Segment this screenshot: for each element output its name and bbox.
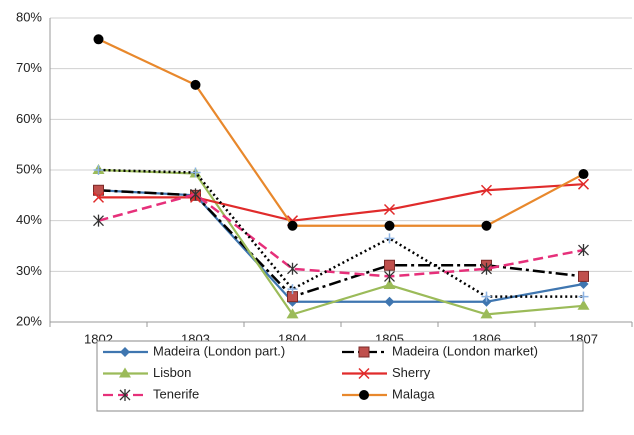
legend-label: Malaga bbox=[392, 386, 435, 401]
series-line bbox=[98, 189, 584, 303]
marker bbox=[384, 296, 395, 307]
legend-box bbox=[96, 340, 584, 412]
legend-label: Madeira (London part.) bbox=[153, 343, 285, 358]
series-line bbox=[98, 183, 584, 222]
marker bbox=[119, 367, 131, 378]
marker bbox=[480, 184, 493, 196]
marker bbox=[577, 299, 590, 310]
y-tick-label: 70% bbox=[16, 60, 42, 75]
marker bbox=[578, 244, 589, 257]
y-tick-label: 20% bbox=[16, 313, 42, 328]
marker bbox=[93, 214, 104, 227]
series-line bbox=[98, 192, 584, 278]
marker bbox=[93, 184, 104, 196]
marker bbox=[119, 389, 131, 401]
marker bbox=[190, 167, 201, 178]
legend-label: Tenerife bbox=[153, 386, 199, 401]
series-line bbox=[98, 189, 584, 299]
y-tick-label: 80% bbox=[16, 9, 42, 24]
marker bbox=[287, 220, 298, 231]
marker bbox=[190, 79, 201, 90]
marker bbox=[358, 346, 370, 358]
marker bbox=[480, 308, 493, 319]
marker bbox=[383, 279, 396, 290]
marker bbox=[92, 191, 105, 203]
marker bbox=[358, 367, 370, 380]
marker bbox=[481, 291, 492, 302]
marker bbox=[287, 262, 298, 275]
marker bbox=[578, 169, 589, 180]
series-line bbox=[98, 168, 584, 316]
marker bbox=[287, 284, 298, 295]
marker bbox=[383, 203, 396, 216]
legend-label: Sherry bbox=[392, 365, 431, 380]
marker bbox=[481, 296, 492, 307]
marker bbox=[120, 347, 130, 357]
marker bbox=[384, 259, 395, 271]
y-tick-label: 60% bbox=[16, 111, 42, 126]
series-line bbox=[98, 168, 584, 298]
marker bbox=[286, 308, 299, 319]
y-tick-label: 30% bbox=[16, 263, 42, 278]
legend: Madeira (London part.) Madeira (London ma… bbox=[96, 340, 584, 412]
marker bbox=[481, 220, 492, 231]
y-tick-label: 40% bbox=[16, 212, 42, 227]
marker bbox=[384, 233, 395, 244]
marker bbox=[481, 262, 492, 275]
marker bbox=[384, 270, 395, 283]
marker bbox=[384, 220, 395, 231]
marker bbox=[190, 188, 201, 201]
marker bbox=[578, 291, 589, 302]
y-tick-label: 50% bbox=[16, 161, 42, 176]
legend-label: Madeira (London market) bbox=[392, 343, 538, 358]
marker bbox=[93, 34, 104, 45]
marker bbox=[359, 390, 369, 400]
series-line bbox=[98, 38, 585, 227]
marker bbox=[578, 270, 589, 282]
marker bbox=[577, 178, 590, 190]
legend-label: Lisbon bbox=[153, 365, 191, 380]
marker bbox=[93, 165, 104, 175]
